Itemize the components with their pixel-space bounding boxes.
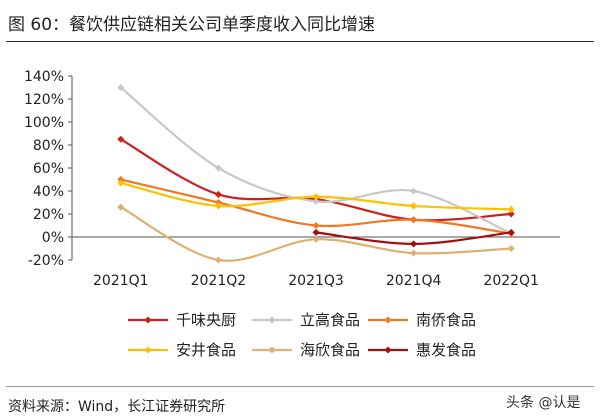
data-point [410, 187, 418, 195]
y-tick-label: 40% [33, 184, 64, 200]
legend-label: 千味央厨 [176, 311, 236, 329]
line-chart: 140% 120% 100% 80% 60% 40% 20% 0% -20% 2021Q1 2021… [24, 69, 560, 359]
data-point [214, 164, 222, 172]
bottom-divider [6, 386, 594, 387]
legend-marker [268, 316, 276, 324]
data-point [214, 256, 222, 264]
legend-label: 海欣食品 [300, 341, 360, 359]
y-tick-label: 120% [24, 92, 64, 108]
y-tick-label: 20% [33, 207, 64, 223]
x-tick-label: 2021Q1 [93, 273, 149, 289]
legend-label: 安井食品 [176, 341, 236, 359]
data-point [312, 235, 320, 243]
y-tick-label: 0% [42, 230, 64, 246]
data-point [117, 179, 125, 187]
data-point [507, 228, 515, 236]
legend-label: 惠发食品 [416, 341, 476, 359]
data-point [214, 190, 222, 198]
data-point [214, 202, 222, 210]
data-point [312, 221, 320, 230]
watermark-text: 头条 @认是 [506, 395, 581, 411]
data-point [410, 216, 418, 224]
y-tick-label: 140% [24, 69, 64, 85]
data-point [117, 135, 125, 143]
source-note: 资料来源：Wind，长江证券研究所 [8, 399, 226, 415]
data-point [117, 83, 125, 92]
x-tick-label: 2021Q3 [288, 273, 344, 289]
legend-marker [144, 346, 152, 354]
x-tick-label: 2022Q1 [483, 273, 539, 289]
y-tick-label: 100% [24, 115, 64, 131]
data-point [507, 244, 515, 253]
title-divider [6, 41, 594, 42]
legend-marker [268, 346, 276, 354]
legend-marker [384, 316, 392, 324]
data-point [312, 193, 320, 201]
data-point [410, 240, 418, 248]
data-point [507, 205, 515, 213]
data-point [312, 228, 320, 236]
data-point [410, 202, 418, 210]
legend-label: 南侨食品 [416, 311, 476, 329]
y-tick-label: 60% [33, 161, 64, 177]
legend-label: 立高食品 [300, 311, 360, 329]
y-tick-label: -20% [28, 253, 64, 269]
chart-title: 图 60：餐饮供应链相关公司单季度收入同比增速 [8, 15, 376, 35]
data-point [507, 210, 515, 218]
legend-marker [384, 346, 392, 354]
data-point [117, 203, 125, 211]
y-tick-label: 80% [33, 138, 64, 154]
series-line-2 [119, 86, 513, 235]
data-point [312, 197, 320, 205]
x-tick-label: 2021Q4 [386, 273, 442, 289]
legend-marker [144, 316, 152, 324]
x-tick-label: 2021Q2 [191, 273, 247, 289]
data-point [410, 249, 418, 257]
